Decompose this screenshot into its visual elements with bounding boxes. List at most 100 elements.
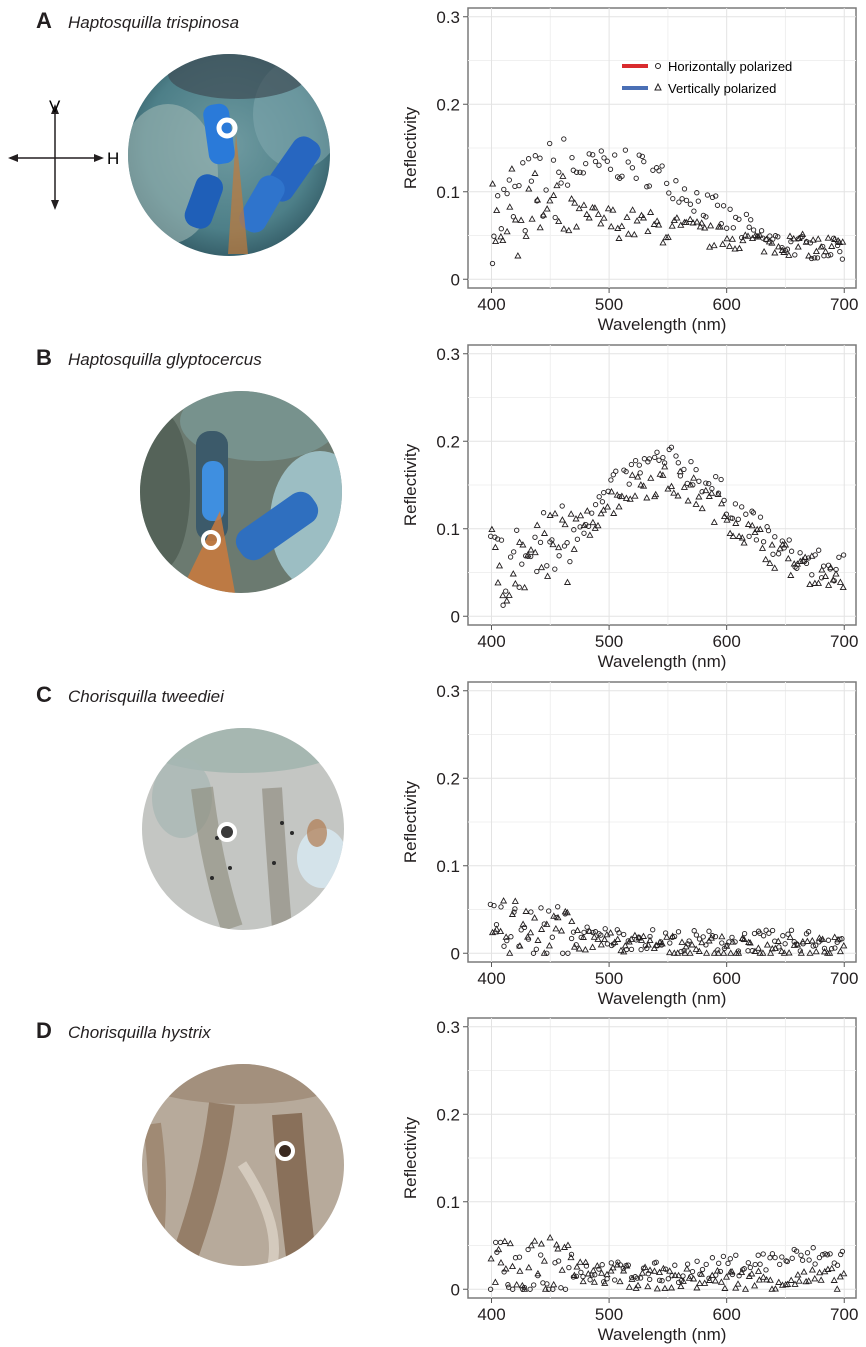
data-point-circle (607, 166, 614, 172)
data-point-circle (840, 552, 847, 558)
x-tick-label: 500 (595, 1305, 623, 1324)
data-point-triangle (629, 206, 637, 213)
data-point-triangle (610, 509, 618, 516)
data-point-circle (810, 943, 816, 949)
data-point-triangle (670, 489, 678, 496)
data-point-circle (519, 561, 525, 567)
data-point-circle (578, 1269, 584, 1276)
measurement-ring (217, 822, 237, 842)
data-point-triangle (553, 1240, 561, 1248)
data-point-circle (775, 234, 781, 240)
data-point-triangle (607, 487, 616, 495)
data-point-triangle (671, 1271, 679, 1279)
data-point-circle (673, 453, 679, 459)
data-point-triangle (638, 1269, 646, 1276)
data-point-triangle (568, 917, 576, 925)
data-point-triangle (618, 222, 626, 229)
data-point-triangle (613, 491, 621, 498)
y-axis-label: Reflectivity (401, 106, 420, 189)
data-point-triangle (718, 932, 726, 940)
data-point-triangle (601, 1279, 609, 1286)
data-point-triangle (524, 933, 532, 940)
data-point-triangle (812, 247, 820, 255)
data-point-triangle (650, 220, 658, 227)
data-point-triangle (675, 1271, 683, 1279)
data-point-triangle (633, 217, 641, 224)
data-point-triangle (597, 219, 605, 227)
data-point-triangle (607, 222, 615, 230)
data-point-circle (498, 537, 505, 543)
data-point-circle (629, 1274, 635, 1281)
data-point-circle (769, 1251, 776, 1257)
data-point-circle (507, 554, 514, 560)
data-point-triangle (495, 1245, 503, 1253)
data-point-circle (512, 906, 518, 912)
data-point-circle (828, 946, 835, 952)
data-point-triangle (732, 519, 740, 526)
data-point-triangle (811, 579, 819, 586)
data-point-triangle (620, 1267, 628, 1274)
data-point-circle (516, 584, 522, 590)
data-point-circle (659, 163, 665, 169)
data-point-circle (746, 224, 752, 230)
data-point-triangle (840, 941, 848, 949)
data-point-circle (555, 904, 561, 910)
data-point-triangle (576, 1258, 584, 1265)
data-point-triangle (615, 234, 623, 241)
data-point-triangle (655, 221, 663, 228)
data-point-triangle (744, 232, 752, 239)
data-point-triangle (802, 238, 810, 245)
data-point-circle (709, 194, 716, 201)
data-point-triangle (771, 944, 779, 952)
data-point-circle (592, 158, 599, 165)
data-point-triangle (702, 486, 710, 494)
data-point-triangle (600, 214, 608, 221)
data-point-triangle (831, 235, 839, 242)
data-point-triangle (551, 509, 559, 517)
data-point-circle (646, 183, 652, 189)
data-point-circle (827, 1251, 833, 1257)
data-point-circle (562, 1286, 569, 1292)
data-point-triangle (717, 1278, 725, 1285)
data-point-circle (699, 489, 705, 495)
data-point-triangle (794, 1271, 802, 1278)
data-point-triangle (572, 515, 580, 522)
data-point-triangle (794, 243, 802, 250)
data-point-triangle (502, 1265, 510, 1272)
measurement-ring (201, 530, 221, 550)
data-point-triangle (713, 1266, 722, 1274)
data-point-circle (788, 927, 795, 933)
data-point-triangle (723, 234, 731, 242)
data-point-triangle (707, 221, 715, 229)
data-point-triangle (728, 235, 736, 242)
data-point-circle (573, 1273, 580, 1280)
data-point-triangle (565, 226, 573, 234)
data-point-triangle (763, 1275, 771, 1283)
data-point-triangle (509, 570, 517, 577)
data-point-circle (763, 927, 769, 933)
data-point-circle (763, 1267, 769, 1273)
data-point-circle (703, 214, 709, 220)
data-point-triangle (735, 532, 743, 539)
data-point-triangle (677, 1282, 685, 1290)
data-point-circle (664, 180, 670, 187)
x-axis-label: Wavelength (nm) (598, 1325, 727, 1344)
data-point-triangle (710, 518, 718, 525)
data-point-circle (586, 151, 592, 157)
data-point-triangle (497, 232, 505, 240)
data-point-triangle (688, 941, 696, 948)
data-point-circle (656, 1277, 663, 1283)
data-point-circle (716, 1260, 722, 1266)
data-point-triangle (725, 242, 734, 249)
data-point-triangle (493, 925, 501, 932)
data-point-circle (583, 1263, 590, 1269)
data-point-triangle (833, 1285, 841, 1292)
data-point-triangle (667, 482, 676, 490)
data-point-triangle (568, 195, 576, 202)
data-point-circle (510, 1286, 516, 1292)
data-point-triangle (647, 474, 655, 481)
data-point-circle (659, 1278, 665, 1284)
data-point-triangle (659, 238, 667, 246)
x-tick-label: 400 (477, 969, 505, 988)
data-point-circle (552, 214, 558, 221)
